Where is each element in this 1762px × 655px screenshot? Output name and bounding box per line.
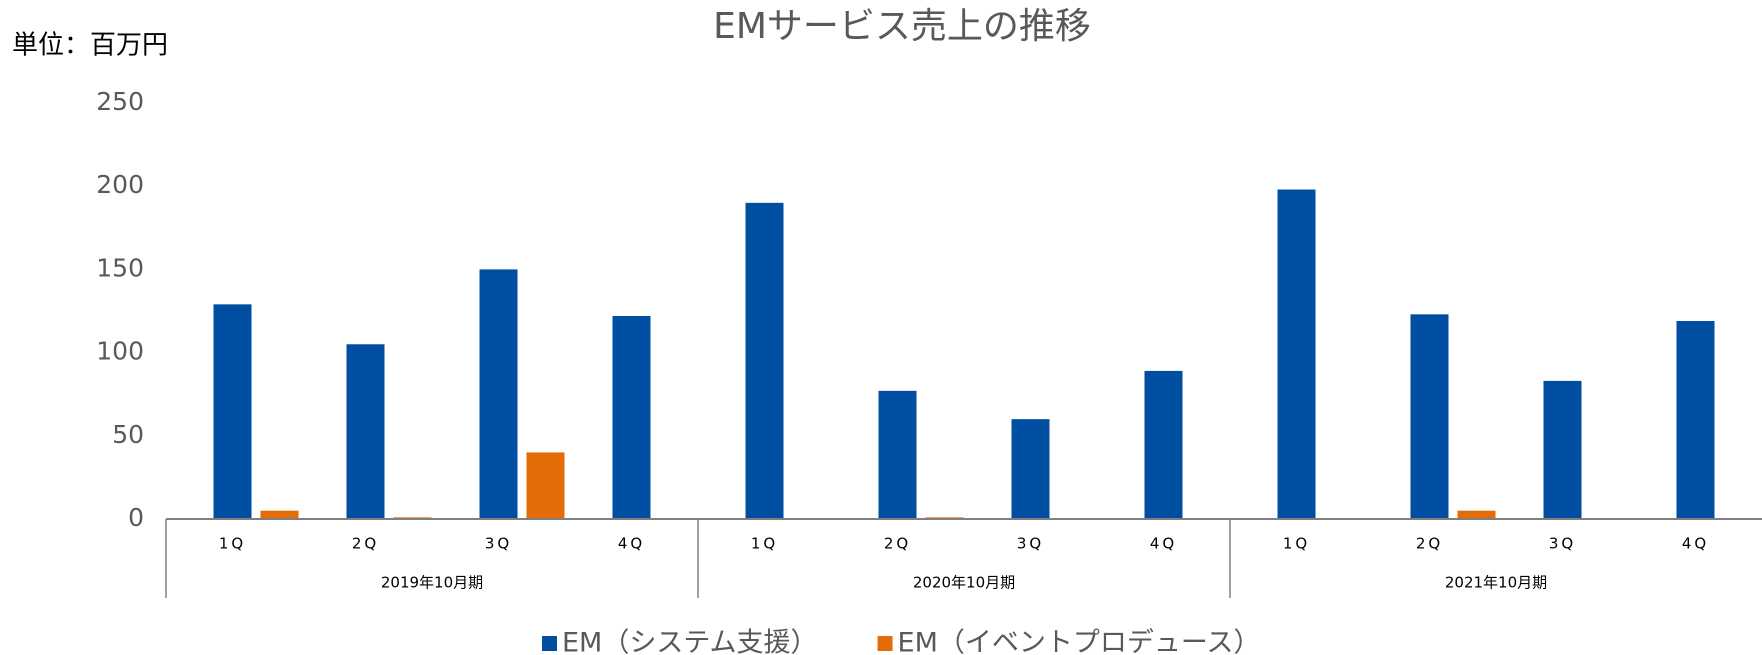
- bar: [878, 390, 917, 519]
- group-label: 2019年10月期: [381, 574, 483, 592]
- bar: [1144, 370, 1183, 519]
- bar: [213, 304, 252, 519]
- x-tick-label: 1Q: [1283, 535, 1310, 553]
- legend-label: EM（システム支援）: [562, 628, 818, 655]
- chart-title: EMサービス売上の推移: [713, 6, 1091, 47]
- bar: [1543, 380, 1582, 519]
- bar: [1457, 510, 1496, 519]
- x-tick-label: 1Q: [219, 535, 246, 553]
- x-tick-label: 4Q: [1682, 535, 1709, 553]
- y-tick-label: 0: [128, 503, 144, 532]
- bar: [1676, 320, 1715, 519]
- x-tick-label: 2Q: [1416, 535, 1443, 553]
- bar: [1277, 189, 1316, 519]
- bar: [1011, 419, 1050, 519]
- x-tick-label: 4Q: [618, 535, 645, 553]
- legend-swatch: [542, 636, 557, 651]
- x-tick-label: 4Q: [1150, 535, 1177, 553]
- legend-swatch: [877, 636, 893, 651]
- x-tick-label: 3Q: [1549, 535, 1576, 553]
- x-tick-label: 3Q: [485, 535, 512, 553]
- y-tick-label: 250: [96, 87, 144, 116]
- group-label: 2021年10月期: [1445, 574, 1547, 592]
- unit-label: 単位：百万円: [12, 31, 168, 61]
- legend-label: EM（イベントプロデュース）: [898, 628, 1261, 655]
- group-label: 2020年10月期: [913, 574, 1015, 592]
- x-tick-label: 2Q: [352, 535, 379, 553]
- bar: [479, 269, 518, 519]
- bar: [260, 510, 299, 519]
- x-tick-label: 1Q: [751, 535, 778, 553]
- bar: [745, 202, 784, 519]
- y-tick-label: 150: [96, 253, 144, 282]
- y-tick-label: 50: [112, 420, 144, 449]
- y-tick-label: 200: [96, 170, 144, 199]
- x-tick-label: 3Q: [1017, 535, 1044, 553]
- bar: [1410, 314, 1449, 519]
- y-tick-label: 100: [96, 337, 144, 366]
- bar: [526, 452, 565, 519]
- bar: [346, 344, 385, 519]
- bar: [612, 315, 651, 519]
- x-tick-label: 2Q: [884, 535, 911, 553]
